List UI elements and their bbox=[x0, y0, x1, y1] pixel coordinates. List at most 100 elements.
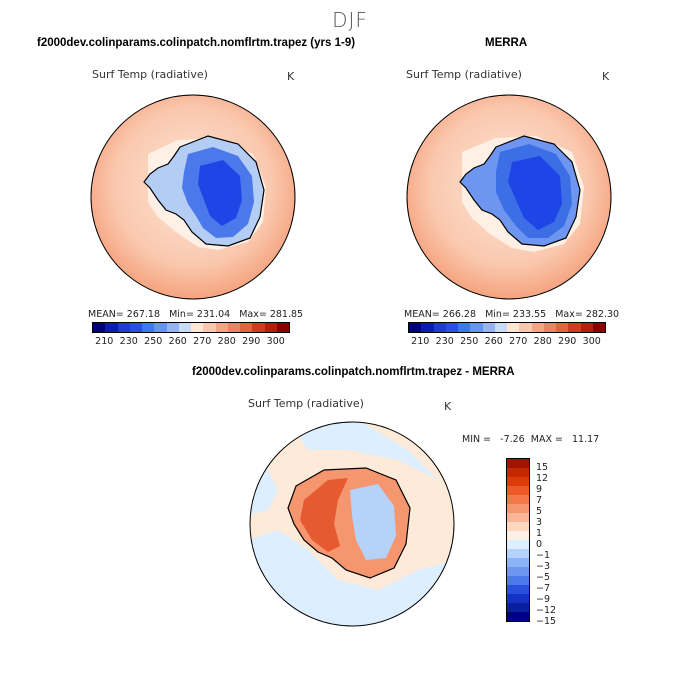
colorbar-swatch bbox=[433, 323, 446, 332]
panel1-colorbar bbox=[92, 322, 290, 333]
colorbar-swatch bbox=[507, 558, 529, 567]
panel1-units: K bbox=[287, 70, 295, 83]
colorbar-swatch bbox=[507, 477, 529, 486]
colorbar-tick-label: −12 bbox=[536, 605, 557, 616]
colorbar-swatch bbox=[507, 612, 529, 621]
colorbar-tick-label: −1 bbox=[536, 550, 551, 561]
colorbar-swatch bbox=[543, 323, 556, 332]
colorbar-swatch bbox=[252, 323, 265, 332]
colorbar-tick-label: 300 bbox=[266, 336, 285, 347]
colorbar-swatch bbox=[507, 504, 529, 513]
colorbar-tick-label: −15 bbox=[536, 616, 557, 627]
season-title: DJF bbox=[332, 8, 368, 32]
colorbar-swatch bbox=[482, 323, 495, 332]
panel2-variable-label: Surf Temp (radiative) bbox=[406, 68, 522, 81]
colorbar-swatch bbox=[129, 323, 142, 332]
colorbar-swatch bbox=[507, 531, 529, 540]
panel2-colorbar-ticks: 210 230 250 260 270 280 290 300 bbox=[408, 336, 604, 347]
colorbar-swatch bbox=[507, 603, 529, 612]
colorbar-tick-label: 270 bbox=[193, 336, 212, 347]
colorbar-swatch bbox=[519, 323, 532, 332]
colorbar-swatch bbox=[507, 323, 520, 332]
colorbar-tick-label: 280 bbox=[217, 336, 236, 347]
colorbar-swatch bbox=[178, 323, 191, 332]
panel1-polar-map bbox=[90, 94, 296, 300]
panel3-polar-map bbox=[249, 421, 455, 627]
colorbar-tick-label: 3 bbox=[536, 517, 543, 528]
panel1-title: f2000dev.colinparams.colinpatch.nomflrtm… bbox=[37, 37, 356, 49]
colorbar-swatch bbox=[276, 323, 289, 332]
colorbar-swatch bbox=[215, 323, 228, 332]
panel1-ice-sheet-coldest bbox=[198, 160, 242, 226]
panel3-colorbar bbox=[506, 458, 530, 622]
colorbar-swatch bbox=[507, 486, 529, 495]
colorbar-swatch bbox=[203, 323, 216, 332]
colorbar-swatch bbox=[445, 323, 458, 332]
panel1-map-border bbox=[90, 94, 296, 300]
panel1-variable-label: Surf Temp (radiative) bbox=[92, 68, 208, 81]
panel3-negative-band-north bbox=[288, 422, 438, 480]
colorbar-tick-label: 290 bbox=[242, 336, 261, 347]
colorbar-swatch bbox=[494, 323, 507, 332]
colorbar-swatch bbox=[117, 323, 130, 332]
colorbar-tick-label: 1 bbox=[536, 528, 543, 539]
colorbar-tick-label: 5 bbox=[536, 506, 543, 517]
colorbar-swatch bbox=[93, 323, 106, 332]
colorbar-swatch bbox=[507, 576, 529, 585]
panel3-map-border bbox=[249, 421, 455, 627]
colorbar-tick-label: 290 bbox=[558, 336, 577, 347]
panel3-stats: MIN = -7.26 MAX = 11.17 bbox=[462, 434, 600, 445]
colorbar-swatch bbox=[507, 468, 529, 477]
panel3-negative-band-south bbox=[250, 530, 454, 626]
colorbar-swatch bbox=[507, 585, 529, 594]
colorbar-swatch bbox=[166, 323, 179, 332]
colorbar-tick-label: 12 bbox=[536, 473, 549, 484]
colorbar-tick-label: 260 bbox=[484, 336, 503, 347]
panel2-title: MERRA bbox=[485, 37, 528, 49]
colorbar-tick-label: −5 bbox=[536, 572, 551, 583]
colorbar-tick-label: 9 bbox=[536, 484, 543, 495]
panel2-polar-map bbox=[406, 94, 612, 300]
colorbar-swatch bbox=[507, 459, 529, 468]
colorbar-swatch bbox=[191, 323, 204, 332]
colorbar-tick-label: 230 bbox=[119, 336, 138, 347]
colorbar-swatch bbox=[264, 323, 277, 332]
colorbar-tick-label: −7 bbox=[536, 583, 551, 594]
colorbar-tick-label: 280 bbox=[533, 336, 552, 347]
panel3-cool-bias-east bbox=[350, 484, 396, 560]
colorbar-swatch bbox=[154, 323, 167, 332]
colorbar-tick-label: 7 bbox=[536, 495, 543, 506]
panel3-warm-bias-west bbox=[300, 478, 348, 552]
panel1-stats: MEAN= 267.18 Min= 231.04 Max= 281.85 bbox=[88, 309, 304, 320]
colorbar-swatch bbox=[507, 567, 529, 576]
colorbar-swatch bbox=[470, 323, 483, 332]
colorbar-tick-label: 230 bbox=[435, 336, 454, 347]
panel2-stats: MEAN= 266.28 Min= 233.55 Max= 282.30 bbox=[404, 309, 620, 320]
colorbar-swatch bbox=[592, 323, 605, 332]
colorbar-swatch bbox=[556, 323, 569, 332]
colorbar-swatch bbox=[507, 495, 529, 504]
colorbar-tick-label: 270 bbox=[509, 336, 528, 347]
panel2-ice-sheet-coldest bbox=[508, 156, 562, 230]
colorbar-tick-label: 210 bbox=[411, 336, 430, 347]
colorbar-swatch bbox=[409, 323, 422, 332]
colorbar-swatch bbox=[507, 540, 529, 549]
colorbar-swatch bbox=[568, 323, 581, 332]
panel3-variable-label: Surf Temp (radiative) bbox=[248, 397, 364, 410]
colorbar-tick-label: 210 bbox=[95, 336, 114, 347]
colorbar-tick-label: 0 bbox=[536, 539, 543, 550]
colorbar-swatch bbox=[507, 549, 529, 558]
colorbar-swatch bbox=[507, 594, 529, 603]
panel3-title: f2000dev.colinparams.colinpatch.nomflrtm… bbox=[192, 366, 515, 378]
colorbar-swatch bbox=[458, 323, 471, 332]
colorbar-swatch bbox=[580, 323, 593, 332]
colorbar-swatch bbox=[531, 323, 544, 332]
colorbar-tick-label: 260 bbox=[168, 336, 187, 347]
colorbar-tick-label: −9 bbox=[536, 594, 551, 605]
colorbar-tick-label: 300 bbox=[582, 336, 601, 347]
colorbar-swatch bbox=[240, 323, 253, 332]
colorbar-tick-label: −3 bbox=[536, 561, 551, 572]
colorbar-swatch bbox=[507, 513, 529, 522]
panel1-colorbar-ticks: 210 230 250 260 270 280 290 300 bbox=[92, 336, 288, 347]
colorbar-swatch bbox=[142, 323, 155, 332]
